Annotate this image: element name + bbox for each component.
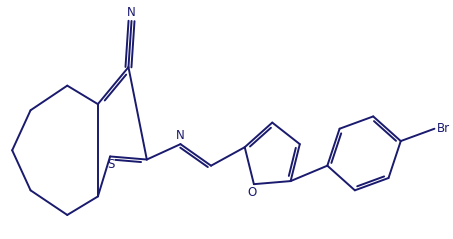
Text: Br: Br	[436, 122, 449, 135]
Text: S: S	[107, 158, 115, 171]
Text: N: N	[127, 6, 136, 19]
Text: N: N	[176, 129, 185, 142]
Text: O: O	[247, 186, 256, 199]
